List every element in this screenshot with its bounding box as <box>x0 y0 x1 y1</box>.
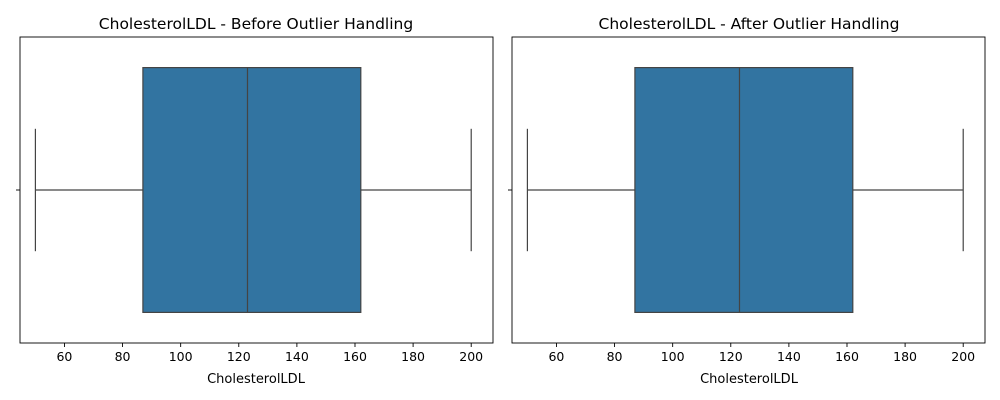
x-tick-label: 120 <box>227 349 251 364</box>
x-tick-label: 80 <box>115 349 131 364</box>
boxplot-marks <box>526 66 964 314</box>
x-tick-label: 100 <box>169 349 193 364</box>
panel-before: CholesterolLDL - Before Outlier Handling… <box>16 15 494 387</box>
x-tick-label: 140 <box>285 349 309 364</box>
x-tick-label: 80 <box>607 349 623 364</box>
x-tick-label: 200 <box>459 349 483 364</box>
x-axis-label: CholesterolLDL <box>700 372 799 387</box>
panel-after: CholesterolLDL - After Outlier Handling … <box>508 15 986 387</box>
x-axis-label: CholesterolLDL <box>207 372 306 387</box>
x-tick-label: 100 <box>661 349 685 364</box>
x-ticks: 60 80 100 120 140 160 180 200 <box>56 343 483 364</box>
box-iqr <box>142 66 362 314</box>
x-tick-label: 120 <box>719 349 743 364</box>
x-tick-label: 60 <box>56 349 72 364</box>
x-tick-label: 180 <box>401 349 425 364</box>
x-ticks: 60 80 100 120 140 160 180 200 <box>548 343 975 364</box>
chart-title: CholesterolLDL - After Outlier Handling <box>599 15 900 33</box>
x-tick-label: 60 <box>548 349 564 364</box>
box-iqr <box>634 66 854 314</box>
x-tick-label: 200 <box>951 349 975 364</box>
x-tick-label: 160 <box>835 349 859 364</box>
x-tick-label: 180 <box>893 349 917 364</box>
chart-title: CholesterolLDL - Before Outlier Handling <box>99 15 413 33</box>
x-tick-label: 160 <box>343 349 367 364</box>
boxplot-marks <box>34 66 472 314</box>
x-tick-label: 140 <box>777 349 801 364</box>
